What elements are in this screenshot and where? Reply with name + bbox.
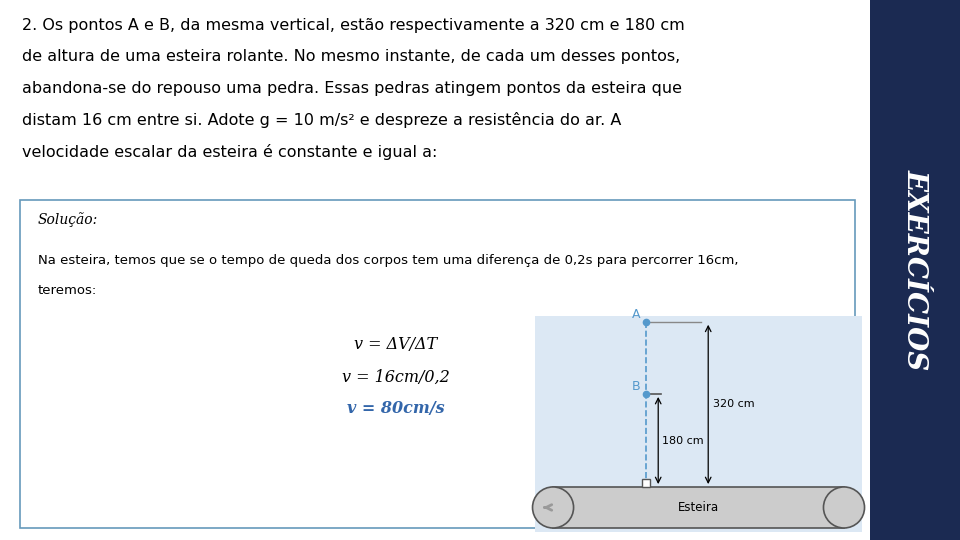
- Circle shape: [533, 487, 573, 528]
- Text: 2. Os pontos A e B, da mesma vertical, estão respectivamente a 320 cm e 180 cm: 2. Os pontos A e B, da mesma vertical, e…: [22, 18, 684, 33]
- Text: A: A: [632, 308, 640, 321]
- Text: 320 cm: 320 cm: [713, 400, 755, 409]
- FancyBboxPatch shape: [553, 487, 844, 528]
- Text: v = 16cm/0,2: v = 16cm/0,2: [342, 368, 449, 386]
- Text: distam 16 cm entre si. Adote g = 10 m/s² e despreze a resistência do ar. A: distam 16 cm entre si. Adote g = 10 m/s²…: [22, 112, 621, 129]
- Text: de altura de uma esteira rolante. No mesmo instante, de cada um desses pontos,: de altura de uma esteira rolante. No mes…: [22, 50, 681, 64]
- Text: Na esteira, temos que se o tempo de queda dos corpos tem uma diferença de 0,2s p: Na esteira, temos que se o tempo de qued…: [38, 254, 738, 267]
- Text: 180 cm: 180 cm: [662, 436, 704, 446]
- Bar: [642, 479, 650, 487]
- Text: velocidade escalar da esteira é constante e igual a:: velocidade escalar da esteira é constant…: [22, 144, 438, 160]
- Text: B: B: [632, 380, 640, 393]
- Bar: [535, 316, 862, 532]
- Text: teremos:: teremos:: [38, 285, 97, 298]
- Text: Esteira: Esteira: [678, 501, 719, 514]
- Text: EXERCÍCIOS: EXERCÍCIOS: [901, 170, 928, 370]
- Text: Solução:: Solução:: [38, 213, 98, 227]
- Circle shape: [824, 487, 865, 528]
- Text: v = 80cm/s: v = 80cm/s: [347, 401, 444, 417]
- Text: v = ΔV/ΔT: v = ΔV/ΔT: [354, 336, 438, 354]
- Text: abandona-se do repouso uma pedra. Essas pedras atingem pontos da esteira que: abandona-se do repouso uma pedra. Essas …: [22, 81, 682, 96]
- Bar: [20, 200, 855, 528]
